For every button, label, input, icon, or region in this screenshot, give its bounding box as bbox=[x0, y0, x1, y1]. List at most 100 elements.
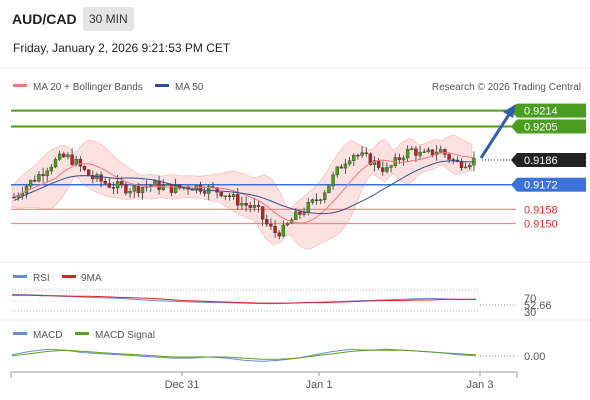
ma50-line bbox=[13, 160, 474, 215]
candle-up bbox=[347, 160, 352, 165]
candle-down bbox=[103, 181, 107, 184]
candle-down bbox=[33, 179, 37, 182]
candle-down bbox=[368, 153, 373, 165]
candle-down bbox=[443, 149, 447, 155]
candle-down bbox=[99, 174, 103, 182]
candle-down bbox=[70, 154, 74, 165]
candle-up bbox=[422, 151, 426, 153]
ma20-legend-label: MA 20 + Bollinger Bands bbox=[33, 82, 143, 93]
candle-down bbox=[120, 181, 124, 185]
candle-up bbox=[252, 205, 257, 208]
candle-down bbox=[314, 199, 319, 201]
rsi-ma-legend-swatch bbox=[62, 275, 76, 278]
candle-down bbox=[219, 191, 223, 197]
rsi-tick-70: 70 bbox=[524, 293, 536, 305]
candle-down bbox=[376, 160, 381, 168]
candle-down bbox=[381, 167, 385, 172]
candle-up bbox=[132, 185, 136, 192]
candle-down bbox=[277, 232, 281, 237]
rsi-legend-swatch bbox=[13, 275, 27, 278]
candle-up bbox=[360, 152, 364, 156]
macd-legend-swatch bbox=[13, 332, 27, 335]
candle-down bbox=[169, 183, 174, 193]
candle-down bbox=[236, 194, 240, 206]
candle-up bbox=[37, 174, 41, 182]
chart-header: AUD/CAD 30 MIN Friday, January 2, 2026 9… bbox=[0, 0, 590, 68]
timeframe-button[interactable]: 30 MIN bbox=[83, 7, 134, 31]
candle-up bbox=[389, 165, 393, 168]
candle-up bbox=[405, 148, 410, 159]
level-box-pointer-2 bbox=[511, 153, 517, 167]
candle-up bbox=[66, 154, 70, 158]
candle-up bbox=[53, 159, 58, 168]
level-box-0 bbox=[517, 103, 586, 118]
candle-up bbox=[343, 163, 348, 169]
candle-down bbox=[364, 152, 368, 155]
bollinger-band-area bbox=[11, 134, 473, 250]
price-levels: 0.9214 0.9205 0.9186 0.9172 0.9158 0.9150 bbox=[11, 103, 586, 231]
research-credit: Research © 2026 Trading Central bbox=[432, 82, 581, 93]
level-label-5: 0.9150 bbox=[524, 219, 558, 231]
candle-up bbox=[165, 183, 170, 186]
macd-current-value: 0.00 bbox=[524, 351, 545, 363]
ma20-legend-swatch bbox=[13, 84, 27, 87]
candle-up bbox=[335, 166, 339, 176]
rsi-ma-legend-label: 9MA bbox=[81, 273, 102, 284]
candle-down bbox=[451, 159, 455, 161]
candle-down bbox=[356, 154, 360, 157]
datetime-label: Friday, January 2, 2026 9:21:53 PM CET bbox=[13, 41, 231, 55]
candle-up bbox=[45, 170, 49, 177]
candle-down bbox=[107, 183, 112, 188]
candle-up bbox=[401, 157, 406, 161]
candle-down bbox=[269, 223, 273, 227]
candle-up bbox=[327, 185, 331, 194]
level-label-4: 0.9158 bbox=[524, 204, 558, 216]
candle-up bbox=[240, 203, 244, 206]
candle-up bbox=[426, 149, 431, 152]
macd-lines bbox=[11, 348, 477, 362]
candle-up bbox=[463, 166, 468, 169]
candle-up bbox=[24, 185, 29, 194]
candle-down bbox=[157, 180, 161, 190]
candle-up bbox=[49, 166, 54, 172]
candle-up bbox=[161, 184, 165, 190]
moving-averages bbox=[13, 152, 474, 224]
candle-down bbox=[273, 226, 277, 234]
rsi-ma-line bbox=[12, 294, 476, 304]
level-label-0: 0.9214 bbox=[524, 106, 558, 118]
candle-down bbox=[414, 148, 418, 156]
projection-arrow-head bbox=[503, 104, 516, 118]
candle-up bbox=[306, 202, 310, 213]
candle-down bbox=[124, 184, 128, 194]
x-axis-label-jan1: Jan 1 bbox=[306, 379, 333, 391]
candle-up bbox=[16, 195, 20, 198]
candle-down bbox=[78, 158, 83, 167]
level-label-1: 0.9205 bbox=[524, 121, 558, 133]
candle-up bbox=[310, 199, 315, 203]
candle-up bbox=[115, 181, 120, 189]
candle-up bbox=[28, 179, 33, 187]
candle-up bbox=[281, 224, 286, 237]
candle-up bbox=[302, 212, 306, 215]
candle-down bbox=[136, 185, 141, 194]
candle-up bbox=[128, 191, 132, 194]
level-box-2 bbox=[517, 153, 586, 167]
rsi-current-value: 52.66 bbox=[524, 300, 552, 312]
candle-up bbox=[223, 195, 228, 197]
ma20-line bbox=[13, 152, 474, 224]
candle-up bbox=[385, 167, 389, 172]
level-box-pointer-3 bbox=[511, 177, 517, 192]
candle-down bbox=[86, 169, 91, 176]
candle-down bbox=[41, 174, 45, 177]
candle-down bbox=[248, 205, 252, 208]
macd-signal-line bbox=[11, 349, 477, 360]
currency-pair-title: AUD/CAD bbox=[12, 11, 77, 27]
candle-down bbox=[91, 175, 95, 180]
candle-up bbox=[194, 184, 199, 191]
candle-down bbox=[244, 203, 248, 206]
candle-up bbox=[74, 158, 78, 165]
candle-up bbox=[418, 152, 422, 156]
candle-up bbox=[352, 154, 356, 161]
projection-arrow bbox=[479, 112, 512, 159]
x-axis-label-dec31: Dec 31 bbox=[165, 379, 200, 391]
